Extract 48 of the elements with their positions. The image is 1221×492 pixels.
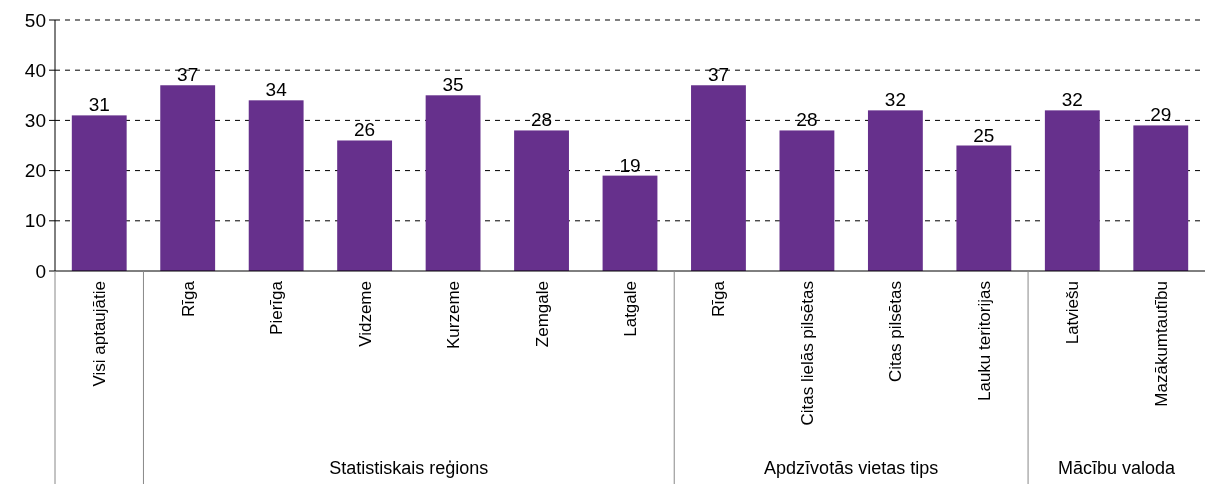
data-label: 25: [973, 124, 995, 146]
bar: [425, 95, 481, 271]
bar: [602, 175, 658, 271]
data-label: 35: [442, 74, 464, 96]
data-label: 32: [884, 89, 906, 111]
data-label: 34: [265, 79, 288, 101]
x-tick-label: Vidzeme: [355, 281, 375, 347]
x-tick-label: Latgale: [621, 281, 640, 337]
x-tick-label: Citas lielās pilsētas: [797, 281, 817, 426]
bar: [248, 100, 304, 271]
y-tick-label: 20: [24, 160, 46, 182]
bar: [691, 85, 746, 271]
data-label: 28: [796, 109, 818, 131]
x-tick-label: Citas pilsētas: [886, 281, 906, 383]
bar: [337, 140, 393, 271]
x-tick-label: Zemgale: [532, 281, 552, 348]
bar: [1133, 125, 1189, 271]
x-tick-label: Rīga: [709, 280, 729, 317]
x-tick-label: Visi aptaujātie: [90, 281, 110, 387]
x-tick-label: Lauku teritorijas: [974, 281, 994, 402]
x-tick-label: Pierīga: [267, 280, 287, 335]
data-label: 37: [707, 64, 730, 86]
bar: [160, 85, 216, 271]
data-label: 26: [354, 119, 376, 141]
x-tick-label: Kurzeme: [444, 281, 464, 350]
bar: [1044, 110, 1100, 271]
data-label: 32: [1061, 89, 1083, 111]
x-tick-label: Rīga: [178, 280, 198, 317]
bar: [779, 130, 835, 271]
data-label: 29: [1150, 104, 1172, 126]
y-tick-label: 50: [24, 9, 46, 31]
data-label: 31: [88, 94, 110, 116]
bar: [514, 130, 569, 271]
y-tick-label: 0: [35, 260, 46, 282]
bar: [956, 145, 1012, 271]
text: Mācību valoda: [1058, 458, 1177, 478]
y-tick-label: 30: [24, 110, 46, 132]
y-tick-label: 40: [24, 59, 46, 81]
data-label: 37: [177, 64, 199, 86]
y-tick-label: 10: [24, 210, 46, 232]
x-tick-label: Latviešu: [1063, 281, 1083, 345]
data-label: 28: [530, 109, 553, 131]
bar: [867, 110, 923, 271]
data-label: 19: [619, 154, 641, 176]
text: Apdzīvotās vietas tips: [764, 458, 939, 478]
bar: [71, 115, 127, 271]
text: Statistiskais reģions: [329, 458, 489, 478]
x-tick-label: Mazākumtautību: [1151, 281, 1171, 407]
